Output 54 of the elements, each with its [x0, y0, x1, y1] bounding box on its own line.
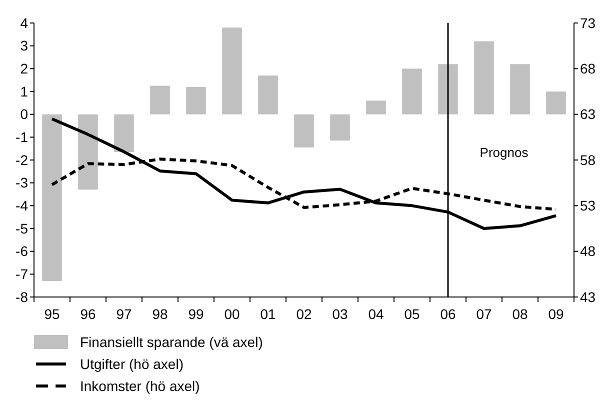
x-tick-label: 02: [296, 306, 312, 322]
y-tick-label: -5: [16, 220, 28, 236]
y-tick-label: 1: [20, 83, 28, 100]
x-tick-label: 07: [476, 306, 492, 322]
y-tick-label: -6: [16, 243, 28, 260]
y2-tick-label: 58: [580, 152, 596, 168]
x-tick-label: 99: [188, 306, 204, 322]
legend-label: Inkomster (hö axel): [80, 378, 200, 394]
x-tick-label: 98: [152, 306, 168, 322]
bar: [510, 64, 530, 114]
bar: [222, 28, 242, 114]
bar: [294, 114, 314, 148]
bar: [438, 64, 458, 114]
y2-tick-label: 43: [580, 288, 596, 305]
y-tick-label: 2: [20, 60, 28, 77]
bar: [546, 92, 566, 114]
y2-tick-label: 53: [580, 198, 596, 214]
y-tick-label: 4: [20, 14, 28, 31]
y-tick-label: -2: [16, 152, 28, 168]
bar: [78, 114, 98, 190]
bar: [150, 86, 170, 114]
y2-tick-label: 48: [580, 243, 596, 260]
y2-tick-label: 68: [580, 60, 596, 77]
x-tick-label: 97: [116, 306, 132, 322]
bar: [366, 100, 386, 114]
x-tick-label: 00: [224, 306, 240, 322]
ref-line-label: Prognos: [480, 145, 529, 160]
y-tick-label: -7: [16, 266, 28, 282]
bar: [42, 114, 62, 282]
y-tick-label: -8: [16, 288, 28, 305]
x-tick-label: 06: [440, 306, 456, 322]
bar: [114, 114, 134, 152]
bar: [330, 114, 350, 141]
y-tick-label: -1: [16, 129, 28, 146]
bar: [258, 76, 278, 114]
y-tick-label: -4: [16, 198, 28, 214]
y-tick-label: 0: [20, 106, 28, 122]
y-tick-label: 3: [20, 38, 28, 54]
y-tick-label: -3: [16, 174, 28, 191]
bar: [402, 68, 422, 114]
x-tick-label: 95: [44, 306, 60, 322]
x-tick-label: 03: [332, 306, 348, 322]
x-tick-label: 01: [260, 306, 276, 322]
y2-tick-label: 73: [580, 14, 596, 31]
y2-tick-label: 63: [580, 106, 596, 122]
x-tick-label: 09: [548, 306, 564, 322]
x-tick-label: 04: [368, 306, 384, 322]
x-tick-label: 05: [404, 306, 420, 322]
legend-label: Utgifter (hö axel): [80, 356, 184, 372]
x-tick-label: 08: [512, 306, 528, 322]
bar: [186, 86, 206, 114]
x-tick-label: 96: [80, 306, 96, 322]
bar: [474, 41, 494, 114]
legend-label: Finansiellt sparande (vä axel): [80, 334, 263, 350]
